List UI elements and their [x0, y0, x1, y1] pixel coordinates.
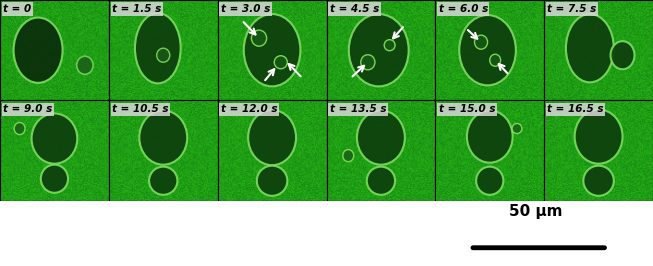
- Text: t = 13.5 s: t = 13.5 s: [330, 105, 387, 114]
- Text: t = 1.5 s: t = 1.5 s: [112, 4, 161, 14]
- Ellipse shape: [367, 167, 395, 195]
- Ellipse shape: [157, 48, 170, 62]
- Ellipse shape: [361, 55, 375, 70]
- Ellipse shape: [139, 110, 187, 165]
- Ellipse shape: [14, 18, 63, 83]
- Text: t = 12.0 s: t = 12.0 s: [221, 105, 278, 114]
- Ellipse shape: [583, 166, 614, 196]
- Ellipse shape: [14, 123, 25, 135]
- Text: t = 6.0 s: t = 6.0 s: [439, 4, 488, 14]
- Ellipse shape: [475, 35, 488, 49]
- Ellipse shape: [611, 41, 635, 69]
- Ellipse shape: [512, 123, 522, 134]
- Ellipse shape: [40, 165, 68, 193]
- Ellipse shape: [384, 40, 395, 51]
- Text: t = 16.5 s: t = 16.5 s: [547, 105, 604, 114]
- Ellipse shape: [343, 149, 354, 162]
- Ellipse shape: [490, 54, 501, 66]
- Ellipse shape: [274, 56, 287, 69]
- Ellipse shape: [149, 167, 178, 195]
- Ellipse shape: [257, 166, 287, 196]
- Ellipse shape: [244, 14, 300, 86]
- Text: t = 3.0 s: t = 3.0 s: [221, 4, 270, 14]
- Ellipse shape: [575, 109, 622, 164]
- Ellipse shape: [349, 14, 409, 86]
- Text: 50 μm: 50 μm: [509, 204, 562, 219]
- Ellipse shape: [31, 114, 77, 164]
- Text: t = 9.0 s: t = 9.0 s: [3, 105, 52, 114]
- Ellipse shape: [476, 167, 503, 195]
- Text: t = 10.5 s: t = 10.5 s: [112, 105, 168, 114]
- Ellipse shape: [459, 15, 516, 85]
- Ellipse shape: [467, 110, 513, 163]
- Text: t = 4.5 s: t = 4.5 s: [330, 4, 379, 14]
- Ellipse shape: [77, 56, 93, 74]
- Text: t = 15.0 s: t = 15.0 s: [439, 105, 495, 114]
- Ellipse shape: [566, 14, 614, 82]
- Text: t = 7.5 s: t = 7.5 s: [547, 4, 597, 14]
- Ellipse shape: [135, 13, 181, 83]
- Ellipse shape: [251, 30, 266, 46]
- Text: t = 0: t = 0: [3, 4, 31, 14]
- Ellipse shape: [357, 110, 405, 165]
- Ellipse shape: [248, 110, 296, 165]
